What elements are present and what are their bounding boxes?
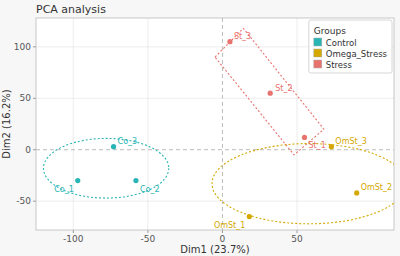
tick-y xyxy=(33,46,36,47)
point xyxy=(354,190,359,195)
point xyxy=(247,214,252,219)
tick-y xyxy=(33,98,36,99)
point-label: St_3 xyxy=(234,32,251,41)
chart: -100 -50 0 50 -50 0 50 100 Co_1 Co_2 Co_3 OmSt_1 OmS… xyxy=(0,0,400,256)
grid-line-y xyxy=(36,149,394,150)
group-ellipse xyxy=(212,144,394,224)
point-label: Co_1 xyxy=(54,185,74,194)
point xyxy=(227,39,232,44)
grid-line-y xyxy=(36,98,394,99)
plot-frame xyxy=(36,18,394,230)
legend-entry: Stress xyxy=(326,60,353,70)
point-label: Co_2 xyxy=(140,185,160,194)
background xyxy=(0,0,400,256)
tick-label-x: 0 xyxy=(220,234,226,244)
marks xyxy=(43,28,394,224)
tick-x xyxy=(297,230,298,233)
tick-label-x: 50 xyxy=(291,234,303,244)
tick-y xyxy=(33,201,36,202)
legend-entry: Control xyxy=(326,38,357,48)
x-axis-label: Dim1 (23.7%) xyxy=(180,244,249,255)
tick-label-y: 0 xyxy=(25,145,31,155)
legend-swatch xyxy=(314,38,322,46)
point-label: OmSt_3 xyxy=(335,137,366,146)
point-label: OmSt_2 xyxy=(361,183,392,192)
point-label: Co_3 xyxy=(118,137,138,146)
legend-swatch xyxy=(314,49,322,57)
point-label: St_1 xyxy=(309,141,326,150)
legend-swatch xyxy=(314,60,322,68)
point xyxy=(329,144,334,149)
legend-frame xyxy=(309,20,392,73)
point xyxy=(111,144,116,149)
tick-label-y: -50 xyxy=(16,196,31,206)
tick-label-y: 100 xyxy=(14,42,31,52)
point-label: OmSt_1 xyxy=(214,221,245,230)
title: PCA analysis xyxy=(36,3,106,16)
group-ellipse xyxy=(43,138,168,198)
point xyxy=(75,178,80,183)
group-polygon xyxy=(215,28,324,155)
grid-line-x xyxy=(73,18,74,230)
plot-area xyxy=(36,18,394,230)
grid-line-x xyxy=(147,18,148,230)
grid-line-x xyxy=(297,18,298,230)
grid xyxy=(36,18,394,230)
tick-x xyxy=(147,230,148,233)
legend-entry: Omega_Stress xyxy=(326,49,388,59)
point-labels: Co_1 Co_2 Co_3 OmSt_1 OmSt_2 OmSt_3 St_1 St_2 St… xyxy=(54,32,392,230)
grid-line-x xyxy=(222,18,223,230)
grid-line-y xyxy=(36,201,394,202)
tick-x xyxy=(73,230,74,233)
tick-x xyxy=(222,230,223,233)
point-label: St_2 xyxy=(275,84,292,93)
legend-title: Groups xyxy=(314,26,346,36)
point xyxy=(268,91,273,96)
legend: Groups ControlOmega_StressStress xyxy=(309,20,392,73)
tick-y xyxy=(33,149,36,150)
y-axis-label: Dim2 (16.2%) xyxy=(1,89,12,158)
point xyxy=(133,178,138,183)
tick-label-y: 50 xyxy=(20,93,32,103)
point xyxy=(302,135,307,140)
tick-label-x: -100 xyxy=(63,234,84,244)
tick-label-x: -50 xyxy=(141,234,156,244)
